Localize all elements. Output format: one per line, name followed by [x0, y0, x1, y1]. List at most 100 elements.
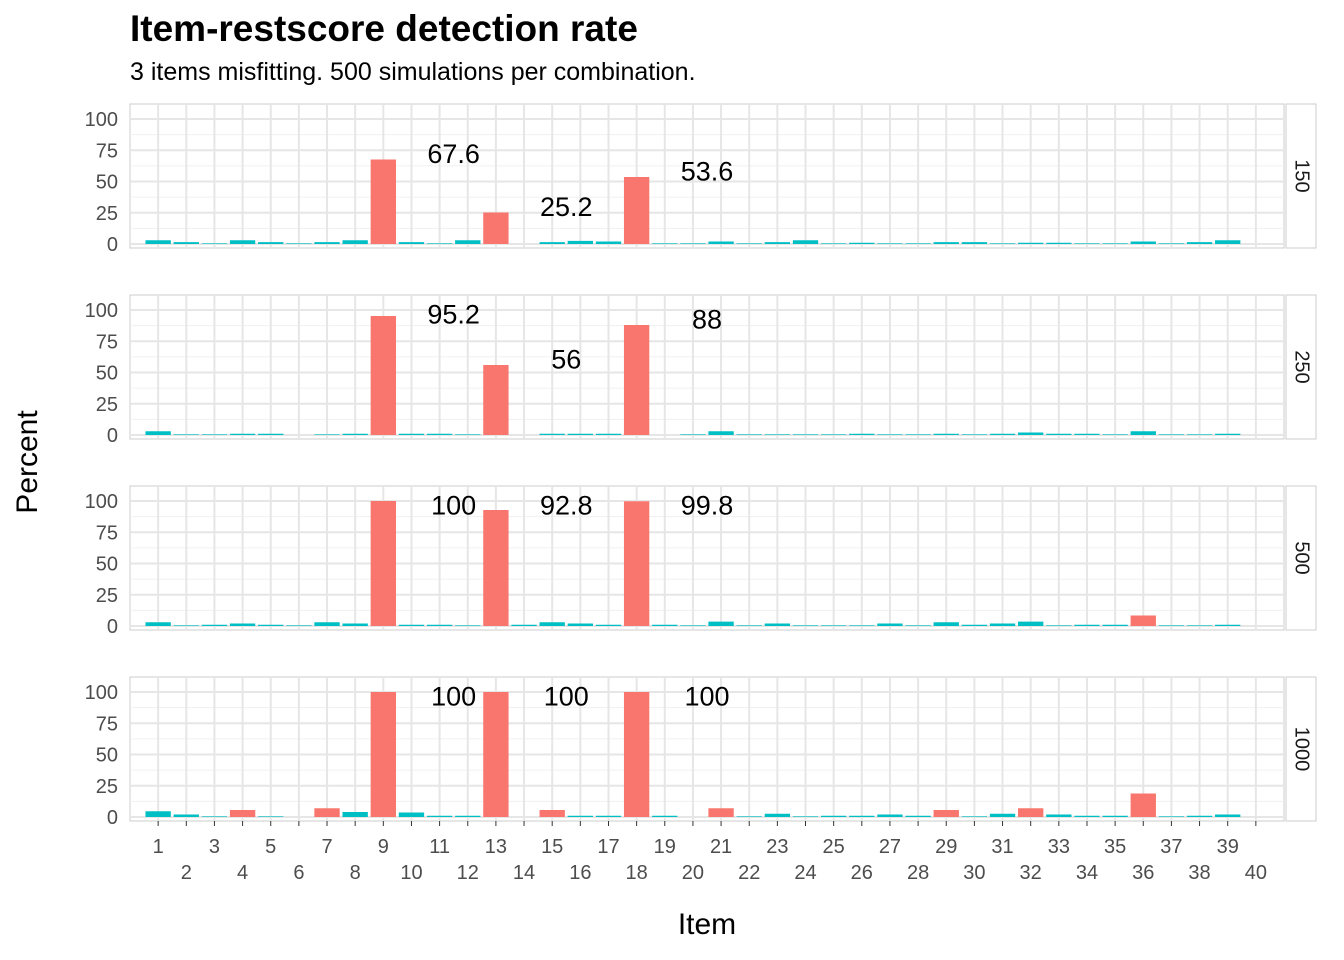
bar-item-32	[1018, 432, 1044, 435]
bar-item-38	[1186, 815, 1213, 817]
value-label: 56	[551, 344, 581, 374]
bar-item-25	[820, 434, 847, 435]
bar-item-5	[258, 242, 284, 244]
bar-item-28	[905, 815, 931, 817]
bar-item-29	[933, 242, 959, 244]
bar-item-39	[1215, 624, 1241, 626]
bar-item-7	[314, 622, 340, 626]
bar-item-2	[173, 625, 199, 626]
x-tick-label: 9	[378, 836, 389, 858]
bar-item-32	[1018, 621, 1044, 626]
x-axis-label: Item	[677, 908, 737, 941]
bar-item-37	[1158, 625, 1185, 626]
bar-item-1	[145, 811, 171, 817]
x-tick-label: 3	[209, 836, 220, 858]
bar-item-17	[595, 815, 622, 817]
y-tick-label: 50	[96, 554, 118, 576]
x-tick-label: 4	[237, 862, 248, 884]
value-label: 100	[431, 490, 476, 520]
x-tick-label: 30	[963, 862, 985, 884]
bar-item-12	[455, 815, 481, 817]
value-label: 100	[684, 681, 729, 711]
bar-item-25	[820, 625, 847, 626]
bar-item-36	[1130, 793, 1156, 817]
panel-frame	[129, 103, 1285, 249]
bar-item-37	[1158, 243, 1185, 244]
bar-item-11	[426, 815, 453, 817]
x-tick-label: 23	[766, 836, 788, 858]
bar-item-10	[398, 624, 425, 626]
x-tick-label: 5	[265, 836, 276, 858]
bar-item-15	[539, 810, 565, 817]
y-tick-label: 75	[96, 522, 118, 544]
value-label: 92.8	[540, 490, 593, 520]
x-tick-label: 15	[541, 836, 563, 858]
x-tick-label: 24	[794, 862, 816, 884]
x-tick-label: 27	[879, 836, 901, 858]
bar-item-31	[989, 623, 1016, 626]
bar-item-25	[820, 815, 847, 817]
y-tick-label: 100	[85, 300, 118, 322]
bar-item-30	[961, 242, 988, 244]
bar-item-36	[1130, 431, 1156, 435]
y-tick-label: 100	[85, 682, 118, 704]
facet-strip	[1285, 294, 1317, 440]
x-tick-label: 37	[1160, 836, 1182, 858]
bar-item-11	[426, 243, 453, 244]
bar-item-11	[426, 624, 453, 626]
bar-item-22	[736, 816, 762, 817]
value-label: 88	[692, 304, 722, 334]
bar-item-2	[173, 242, 199, 244]
x-tick-label: 39	[1217, 836, 1239, 858]
chart-title: Item-restscore detection rate	[130, 8, 638, 49]
bar-item-33	[1046, 242, 1072, 244]
bar-item-21	[708, 241, 734, 244]
bar-item-30	[961, 816, 988, 817]
y-tick-label: 50	[96, 745, 118, 767]
x-tick-label: 6	[293, 862, 304, 884]
value-label: 95.2	[427, 299, 480, 329]
bar-item-15	[539, 433, 565, 435]
bar-item-6	[286, 243, 312, 244]
x-tick-label: 22	[738, 862, 760, 884]
panel-frame	[129, 485, 1285, 631]
y-tick-label: 100	[85, 109, 118, 131]
bar-item-24	[792, 625, 819, 626]
bar-item-1	[145, 431, 171, 435]
facet-strip	[1285, 103, 1317, 249]
facet-strip-label: 150	[1291, 159, 1313, 192]
x-tick-label: 17	[597, 836, 619, 858]
bar-item-24	[792, 434, 819, 435]
panel-250: 0 25 50 75 100 95.2 56 88 250	[85, 294, 1317, 447]
x-tick-label: 28	[907, 862, 929, 884]
y-tick-label: 50	[96, 172, 118, 194]
bar-item-17	[595, 433, 622, 435]
bar-item-31	[989, 243, 1016, 244]
bar-item-28	[905, 434, 931, 435]
bar-item-3	[201, 816, 228, 817]
x-tick-label: 18	[626, 862, 648, 884]
bar-item-21	[708, 431, 734, 435]
y-tick-label: 0	[107, 425, 118, 447]
panel-1000: 0 25 50 75 100 100 100 100 1000	[85, 676, 1317, 829]
x-tick-label: 1	[153, 836, 164, 858]
bar-item-38	[1186, 242, 1213, 244]
bar-item-10	[398, 242, 425, 244]
bar-item-3	[201, 434, 228, 435]
bar-item-37	[1158, 816, 1185, 817]
bar-item-24	[792, 816, 819, 817]
x-tick-label: 19	[654, 836, 676, 858]
bar-item-35	[1102, 434, 1128, 435]
y-tick-label: 0	[107, 616, 118, 638]
bar-item-5	[258, 624, 284, 626]
bar-item-18	[623, 692, 650, 817]
bar-item-22	[736, 434, 762, 435]
bar-item-9	[370, 316, 396, 435]
x-tick-label: 13	[485, 836, 507, 858]
bar-item-27	[877, 434, 903, 435]
y-tick-label: 0	[107, 807, 118, 829]
bar-item-34	[1074, 243, 1100, 244]
bar-item-2	[173, 814, 199, 817]
bar-item-33	[1046, 433, 1072, 435]
bar-item-22	[736, 243, 762, 244]
